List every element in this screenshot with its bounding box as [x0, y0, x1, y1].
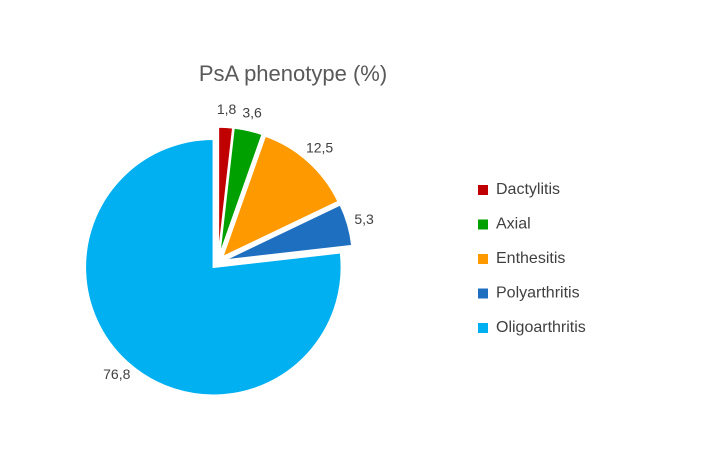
legend-label: Axial	[496, 216, 531, 233]
data-label: 1,8	[217, 101, 237, 117]
data-label: 12,5	[306, 140, 333, 156]
legend-label: Polyarthritis	[496, 285, 580, 302]
data-label: 3,6	[242, 105, 262, 121]
legend-swatch	[478, 288, 488, 299]
pie-slice	[218, 127, 264, 256]
legend-label: Enthesitis	[496, 250, 565, 267]
legend-label: Dactylitis	[496, 181, 560, 198]
data-label: 5,3	[354, 211, 374, 227]
pie-slice	[217, 126, 234, 256]
data-label: 76,8	[103, 366, 130, 382]
pie-slice	[224, 203, 353, 261]
legend-swatch	[478, 323, 488, 333]
pie-slice	[221, 135, 340, 259]
legend-swatch	[478, 185, 488, 195]
legend-label: Oligoarthritis	[496, 319, 586, 336]
legend-swatch	[478, 254, 488, 264]
pie-slice	[84, 138, 343, 396]
chart-title: PsA phenotype (%)	[199, 61, 387, 86]
legend-swatch	[478, 219, 488, 230]
